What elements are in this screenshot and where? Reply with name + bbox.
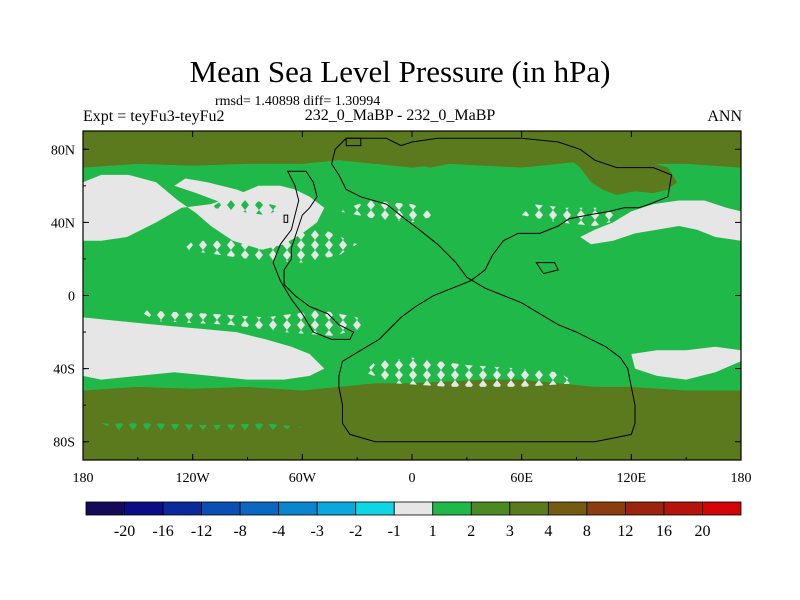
x-tick-label: 180 (731, 471, 752, 486)
colorbar-box (124, 501, 164, 516)
colorbar-label: -3 (311, 523, 324, 540)
colorbar-label: -8 (233, 523, 246, 540)
season-label: ANN (707, 108, 742, 125)
colorbar-label: -4 (272, 523, 285, 540)
colorbar-box (201, 501, 241, 516)
colorbar-label: 4 (544, 523, 552, 540)
colorbar-label: 8 (583, 523, 591, 540)
axes: 180 120W 60W 0 60E 120E 180 80N 40N 0 40S 80S (51, 131, 752, 486)
hatch-ntrop (183, 229, 358, 263)
island-outline-3 (535, 262, 559, 275)
x-tick-label: 0 (409, 471, 416, 486)
colorbar-box (393, 501, 434, 516)
colorbar-label: 3 (506, 523, 514, 540)
continent-outline (272, 137, 673, 443)
colorbar-box (547, 501, 588, 516)
colorbar-label: 12 (617, 523, 633, 540)
colorbar-label: -20 (114, 523, 135, 540)
colorbar-box (702, 501, 742, 516)
stats-label: rmsd= 1.40898 diff= 1.30994 (215, 94, 381, 109)
region-olive-south-edge (83, 379, 741, 460)
region-olive-arctic-core (390, 138, 486, 168)
region-light-spac (83, 317, 325, 380)
x-tick-label: 60E (510, 471, 533, 486)
colorbar-box (316, 501, 357, 516)
y-tick-label: 80N (51, 143, 75, 158)
colorbar-box (355, 501, 395, 516)
y-tick-label: 0 (68, 290, 75, 305)
pangaea-outline (331, 137, 673, 443)
region-light-npac-west (83, 174, 325, 250)
region-light-aus (631, 346, 741, 380)
x-tick-label: 120E (617, 471, 647, 486)
colorbar-box (239, 501, 280, 516)
colorbar-box (162, 501, 202, 516)
y-tick-label: 40N (51, 216, 75, 231)
hatch-natl (338, 200, 438, 223)
colorbar-label: 16 (656, 523, 672, 540)
island-outline-2 (345, 137, 362, 147)
hatch-namer (210, 200, 285, 216)
region-light-npac-east (580, 200, 741, 245)
colorbar-label: 2 (467, 523, 475, 540)
hatch-nasia (521, 204, 624, 226)
x-tick-label: 120W (176, 471, 211, 486)
colorbar-label: -1 (388, 523, 401, 540)
chart-title: Mean Sea Level Pressure (in hPa) (189, 54, 611, 89)
region-olive-siberia (561, 149, 677, 195)
colorbar-label: -16 (152, 523, 173, 540)
colorbar-box (586, 501, 626, 516)
x-tick-label: 180 (73, 471, 94, 486)
hatch-antarctic (101, 423, 303, 431)
map-plot-area (83, 131, 741, 460)
colorbar: -20 -16 -12 -8 -4 -3 -2 -1 1 2 3 4 8 12 16 20 (85, 501, 742, 540)
colorbar-box (663, 501, 703, 516)
y-tick-label: 80S (53, 436, 75, 451)
colorbar-label: -12 (191, 523, 212, 540)
y-tick-label: 40S (53, 363, 75, 378)
colorbar-label: 20 (694, 523, 710, 540)
run-label: 232_0_MaBP - 232_0_MaBP (304, 107, 496, 124)
colorbar-box (278, 501, 318, 516)
colorbar-label: 1 (429, 523, 437, 540)
x-tick-label: 60W (289, 471, 317, 486)
colorbar-box (470, 501, 511, 516)
colorbar-label: -2 (349, 523, 362, 540)
colorbar-box (432, 501, 472, 516)
colorbar-box (509, 501, 549, 516)
hatch-southern (364, 357, 577, 387)
colorbar-box (625, 501, 665, 516)
western-margin-outline (272, 170, 355, 340)
hatch-strop (137, 310, 365, 336)
colorbar-box (85, 501, 125, 516)
experiment-label: Expt = teyFu3-teyFu2 (83, 108, 225, 125)
island-outline-1 (283, 214, 289, 223)
